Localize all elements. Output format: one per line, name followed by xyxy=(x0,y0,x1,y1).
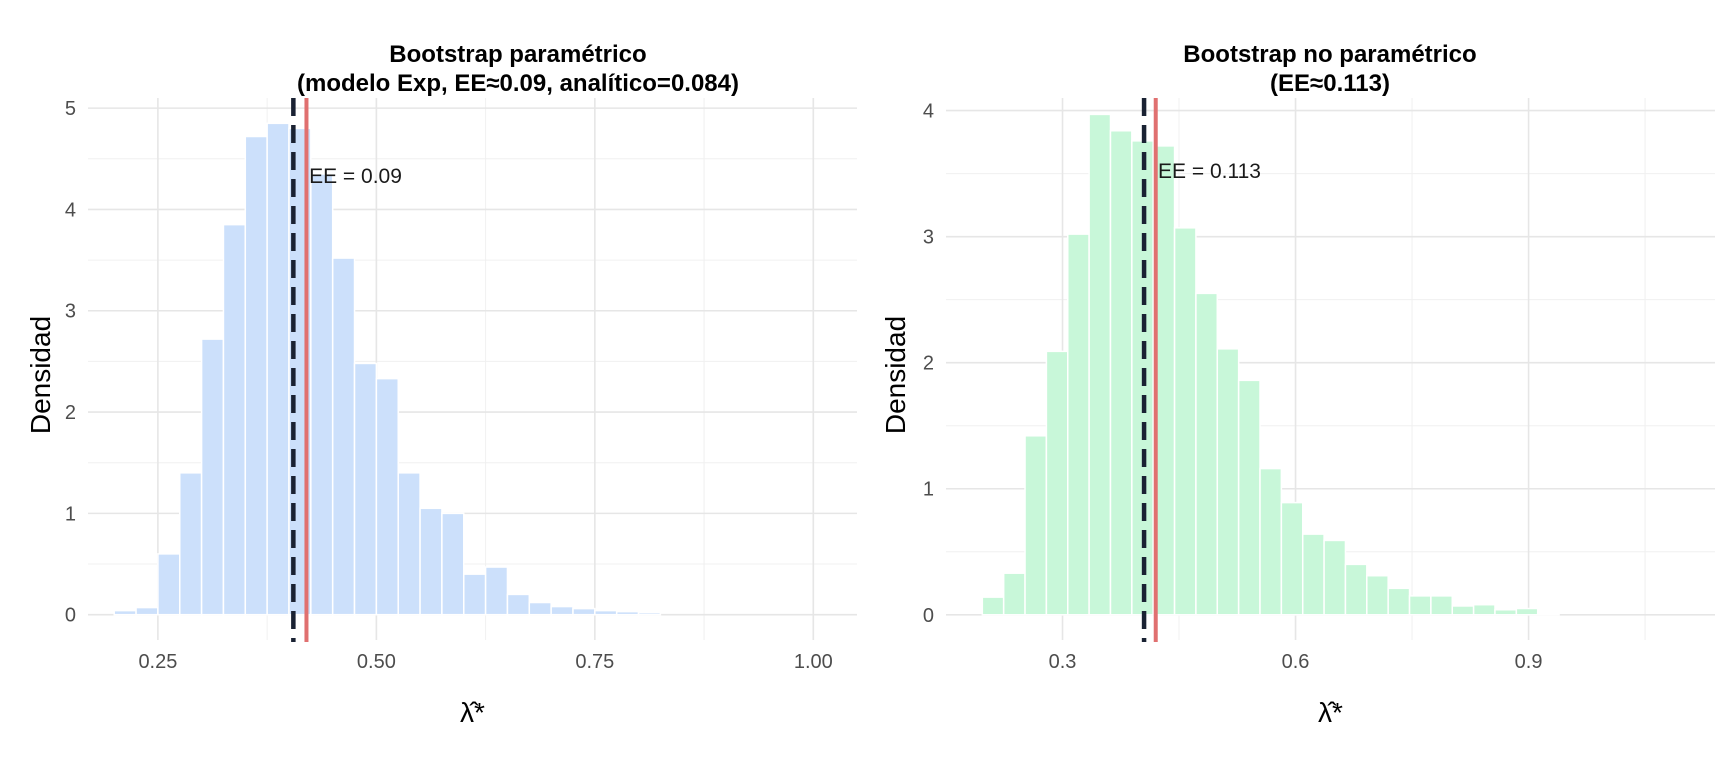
histogram-bar xyxy=(1216,348,1240,616)
x-axis-label: λ̂* xyxy=(1318,697,1343,728)
y-axis-label: Densidad xyxy=(25,316,56,434)
histogram-bar xyxy=(1472,603,1496,616)
histogram-bar xyxy=(1301,533,1325,616)
histogram-bar xyxy=(550,605,574,616)
x-axis-ticks: 0.3 0.6 0.9 xyxy=(1049,651,1543,673)
y-tick-label: 3 xyxy=(923,227,934,249)
y-tick-label: 1 xyxy=(65,503,76,525)
histogram-bar xyxy=(594,609,618,616)
y-tick-label: 4 xyxy=(65,199,76,221)
histogram-bar xyxy=(528,601,552,616)
histogram-bar xyxy=(1387,587,1411,616)
y-tick-label: 4 xyxy=(923,101,934,123)
histogram-bar xyxy=(397,472,421,616)
annotation-se: EE = 0.113 xyxy=(1158,160,1261,183)
y-tick-label: 5 xyxy=(65,98,76,120)
histogram-bar xyxy=(1366,574,1389,616)
histogram-bar xyxy=(222,223,247,616)
chart-title-line1: Bootstrap paramétrico xyxy=(389,41,646,68)
histogram-bar xyxy=(1237,379,1261,616)
y-axis-ticks: 0 1 2 3 4 xyxy=(923,101,934,627)
histogram-bar xyxy=(1408,595,1432,616)
y-tick-label: 0 xyxy=(65,605,76,627)
histogram-bar xyxy=(1109,130,1133,616)
histogram-bar xyxy=(310,173,334,616)
histogram-bar xyxy=(1494,608,1518,616)
x-tick-label: 1.00 xyxy=(794,651,833,673)
histogram-bar xyxy=(1002,572,1026,616)
x-tick-label: 0.6 xyxy=(1282,651,1310,673)
histogram-bar xyxy=(637,611,662,616)
histogram-bar xyxy=(1024,435,1048,616)
x-tick-label: 0.75 xyxy=(575,651,614,673)
panel-parametric: Bootstrap paramétrico (modelo Exp, EE≈0.… xyxy=(25,41,857,728)
y-axis-ticks: 0 1 2 3 4 5 xyxy=(65,98,76,627)
histogram-bar xyxy=(375,377,399,616)
histogram-bar xyxy=(331,257,356,616)
histogram-bar xyxy=(244,135,268,616)
x-tick-label: 0.25 xyxy=(138,651,177,673)
y-tick-label: 1 xyxy=(923,479,934,501)
y-axis-label: Densidad xyxy=(880,316,911,434)
histogram-bar xyxy=(1067,233,1090,616)
y-tick-label: 3 xyxy=(65,301,76,323)
histogram-bar xyxy=(1259,467,1283,616)
reference-lines xyxy=(291,98,309,642)
y-tick-label: 2 xyxy=(65,402,76,424)
histogram-bar xyxy=(441,512,465,616)
histogram-bar xyxy=(506,593,531,616)
histogram-bar xyxy=(200,338,225,616)
chart-title-line1: Bootstrap no paramétrico xyxy=(1183,41,1476,68)
histogram-bar xyxy=(1088,113,1112,616)
histogram-bar xyxy=(1280,501,1304,616)
histogram-bar xyxy=(419,507,443,616)
annotation-se: EE = 0.09 xyxy=(309,165,402,188)
histogram-bar xyxy=(572,607,596,616)
histogram-bar xyxy=(179,472,203,616)
y-tick-label: 0 xyxy=(923,605,934,627)
histogram-bar xyxy=(1344,563,1368,616)
panel-nonparametric: Bootstrap no paramétrico (EE≈0.113) 0 1 2 3… xyxy=(880,41,1715,728)
histogram-bar xyxy=(1195,292,1219,616)
histogram-bar xyxy=(157,553,181,616)
histogram-bar xyxy=(113,609,137,616)
y-tick-label: 2 xyxy=(923,353,934,375)
histogram-bar xyxy=(1430,595,1454,616)
histogram-bar xyxy=(1323,539,1347,616)
histogram-bar xyxy=(463,573,487,616)
histogram-bar xyxy=(135,606,159,616)
histogram-bar xyxy=(353,362,378,616)
histogram-bar xyxy=(1045,350,1069,616)
histogram-bar xyxy=(1451,605,1475,616)
chart-title-line2: (EE≈0.113) xyxy=(1270,70,1390,97)
x-axis-ticks: 0.25 0.50 0.75 1.00 xyxy=(138,651,832,673)
histogram-bar xyxy=(615,610,640,616)
x-axis-label: λ̂* xyxy=(460,697,485,728)
reference-lines xyxy=(1141,98,1158,642)
histogram-bar xyxy=(1536,612,1560,616)
x-tick-label: 0.9 xyxy=(1515,651,1543,673)
histogram-bar xyxy=(484,566,509,616)
x-tick-label: 0.3 xyxy=(1049,651,1077,673)
histogram-bars xyxy=(981,113,1560,616)
histogram-bar xyxy=(1515,607,1539,616)
chart-title-line2: (modelo Exp, EE≈0.09, analítico=0.084) xyxy=(297,70,739,97)
x-tick-label: 0.50 xyxy=(357,651,396,673)
histogram-bars xyxy=(113,122,662,616)
histogram-bar xyxy=(981,596,1005,616)
histogram-bar xyxy=(1173,227,1197,616)
histogram-bar xyxy=(266,122,290,616)
